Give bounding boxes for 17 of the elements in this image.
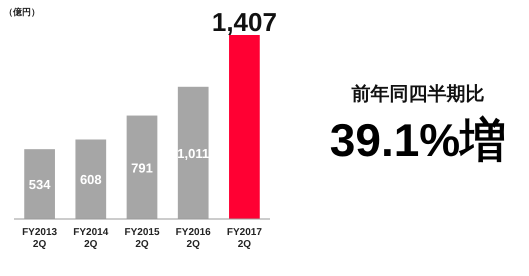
y-axis-title: （億円） xyxy=(4,7,40,17)
x-tick-label: FY2014 2Q xyxy=(73,227,109,250)
data-label: 534 xyxy=(28,177,52,192)
x-tick-label: FY2015 2Q xyxy=(124,227,160,250)
text: 39.1%増 xyxy=(330,114,506,166)
bar xyxy=(178,86,209,219)
x-tick-label: FY2016 2Q xyxy=(176,227,212,250)
bar xyxy=(126,116,158,219)
data-label: 791 xyxy=(131,160,153,176)
x-tick-label: FY2017 2Q xyxy=(226,227,262,250)
text: 前年同四半期比 xyxy=(350,83,484,105)
bar xyxy=(75,139,106,219)
bar xyxy=(229,35,260,219)
x-tick-label: FY2013 2Q xyxy=(22,227,58,250)
bar xyxy=(24,149,55,219)
data-label: 1,407 xyxy=(212,7,277,37)
data-label: 608 xyxy=(80,172,102,188)
